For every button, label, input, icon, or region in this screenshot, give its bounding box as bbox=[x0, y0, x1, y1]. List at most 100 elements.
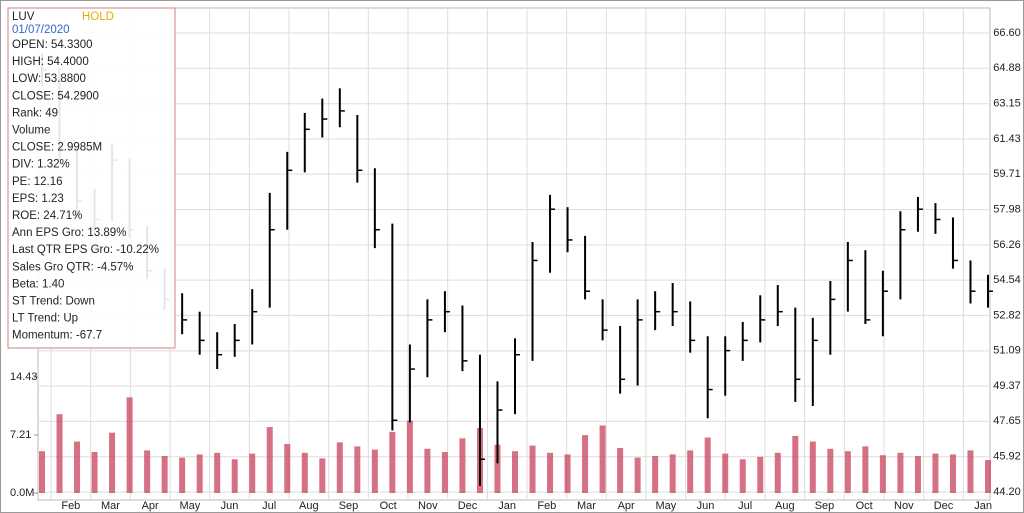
x-tick-label: Aug bbox=[299, 500, 319, 512]
volume-bar bbox=[687, 450, 694, 493]
volume-bar bbox=[284, 443, 291, 493]
x-tick-label: Aug bbox=[775, 500, 795, 512]
x-tick-label: Sep bbox=[339, 500, 359, 512]
symbol: LUV bbox=[12, 11, 35, 23]
y-tick-label: 56.26 bbox=[993, 239, 1021, 251]
plot-area bbox=[37, 7, 991, 501]
y-tick-label: 54.54 bbox=[993, 274, 1021, 286]
x-tick-label: May bbox=[655, 500, 676, 512]
volume-bar bbox=[301, 452, 308, 493]
volume-bar bbox=[897, 452, 904, 493]
volume-bar bbox=[231, 459, 238, 493]
info-line: Last QTR EPS Gro: -10.22% bbox=[12, 244, 159, 256]
info-box bbox=[7, 7, 176, 349]
rating: HOLD bbox=[82, 11, 114, 23]
volume-bar bbox=[406, 420, 413, 493]
y-tick-label: 49.37 bbox=[993, 380, 1021, 392]
volume-bar bbox=[967, 450, 974, 493]
x-tick-label: Jun bbox=[697, 500, 715, 512]
info-line: ROE: 24.71% bbox=[12, 210, 82, 222]
volume-bar bbox=[617, 447, 624, 493]
volume-bar bbox=[354, 446, 361, 493]
volume-bar bbox=[985, 460, 991, 493]
x-tick-label: Jul bbox=[262, 500, 276, 512]
volume-bar bbox=[196, 454, 203, 493]
volume-bar bbox=[249, 453, 256, 493]
volume-bar bbox=[792, 435, 799, 493]
x-tick-label: Jan bbox=[498, 500, 516, 512]
y-tick-label: 47.65 bbox=[993, 415, 1021, 427]
volume-bar bbox=[529, 445, 536, 493]
y-tick-label: 66.60 bbox=[993, 27, 1021, 39]
info-line: Beta: 1.40 bbox=[12, 278, 64, 290]
x-tick-label: Mar bbox=[101, 500, 120, 512]
volume-tick-label: 7.21 bbox=[10, 429, 31, 441]
volume-bar bbox=[371, 449, 378, 493]
volume-bar bbox=[389, 431, 396, 493]
volume-tick-label: 0.0M bbox=[10, 487, 34, 499]
y-tick-label: 63.15 bbox=[993, 98, 1021, 110]
volume-bar bbox=[266, 427, 273, 493]
y-tick-label: 57.98 bbox=[993, 204, 1021, 216]
volume-bar bbox=[844, 451, 851, 493]
volume-bar bbox=[599, 425, 606, 493]
volume-bar bbox=[336, 442, 343, 493]
x-tick-label: Feb bbox=[537, 500, 556, 512]
volume-bar bbox=[932, 453, 939, 493]
volume-bar bbox=[914, 456, 921, 493]
x-tick-label: Nov bbox=[418, 500, 438, 512]
volume-bar bbox=[144, 450, 151, 493]
volume-bar bbox=[126, 397, 133, 493]
volume-bar bbox=[424, 448, 431, 493]
info-line: PE: 12.16 bbox=[12, 176, 63, 188]
volume-bar bbox=[722, 453, 729, 493]
volume-bar bbox=[652, 456, 659, 493]
volume-bar bbox=[459, 438, 466, 493]
volume-bar bbox=[39, 451, 45, 493]
volume-bar bbox=[214, 452, 221, 493]
x-tick-label: Oct bbox=[856, 500, 873, 512]
x-tick-label: Feb bbox=[61, 500, 80, 512]
volume-bar bbox=[669, 454, 676, 493]
info-line: LT Trend: Up bbox=[12, 313, 78, 325]
date: 01/07/2020 bbox=[12, 24, 70, 36]
y-tick-label: 61.43 bbox=[993, 133, 1021, 145]
volume-bar bbox=[74, 441, 81, 493]
info-line: Momentum: -67.7 bbox=[12, 330, 102, 342]
volume-bar bbox=[704, 437, 711, 493]
info-line: CLOSE: 2.9985M bbox=[12, 142, 102, 154]
volume-bar bbox=[179, 457, 186, 493]
volume-bar bbox=[441, 452, 448, 493]
volume-bar bbox=[512, 451, 518, 493]
info-line: Volume bbox=[12, 125, 50, 137]
info-line: DIV: 1.32% bbox=[12, 159, 70, 171]
info-line: HIGH: 54.4000 bbox=[12, 56, 89, 68]
volume-bar bbox=[582, 435, 589, 493]
y-tick-label: 52.82 bbox=[993, 309, 1021, 321]
volume-bar bbox=[739, 459, 746, 493]
x-tick-label: Apr bbox=[142, 500, 159, 512]
x-tick-label: Jul bbox=[738, 500, 752, 512]
y-tick-label: 44.20 bbox=[993, 486, 1021, 498]
x-tick-label: Dec bbox=[934, 500, 954, 512]
volume-bar bbox=[319, 458, 326, 493]
volume-bar bbox=[879, 455, 886, 493]
x-tick-label: Sep bbox=[815, 500, 835, 512]
volume-bar bbox=[91, 452, 98, 493]
x-tick-label: Nov bbox=[894, 500, 914, 512]
x-tick-label: Apr bbox=[618, 500, 635, 512]
x-tick-label: May bbox=[179, 500, 200, 512]
info-line: OPEN: 54.3300 bbox=[12, 39, 93, 51]
volume-bar bbox=[949, 454, 956, 493]
volume-bar bbox=[494, 444, 501, 493]
info-line: Rank: 49 bbox=[12, 107, 58, 119]
y-tick-label: 51.09 bbox=[993, 345, 1021, 357]
x-tick-label: Mar bbox=[577, 500, 596, 512]
info-line: Sales Gro QTR: -4.57% bbox=[12, 261, 133, 273]
volume-bar bbox=[109, 432, 116, 493]
x-tick-label: Dec bbox=[458, 500, 478, 512]
volume-bar bbox=[809, 441, 816, 493]
volume-bar bbox=[757, 456, 764, 493]
y-tick-label: 45.92 bbox=[993, 451, 1021, 463]
